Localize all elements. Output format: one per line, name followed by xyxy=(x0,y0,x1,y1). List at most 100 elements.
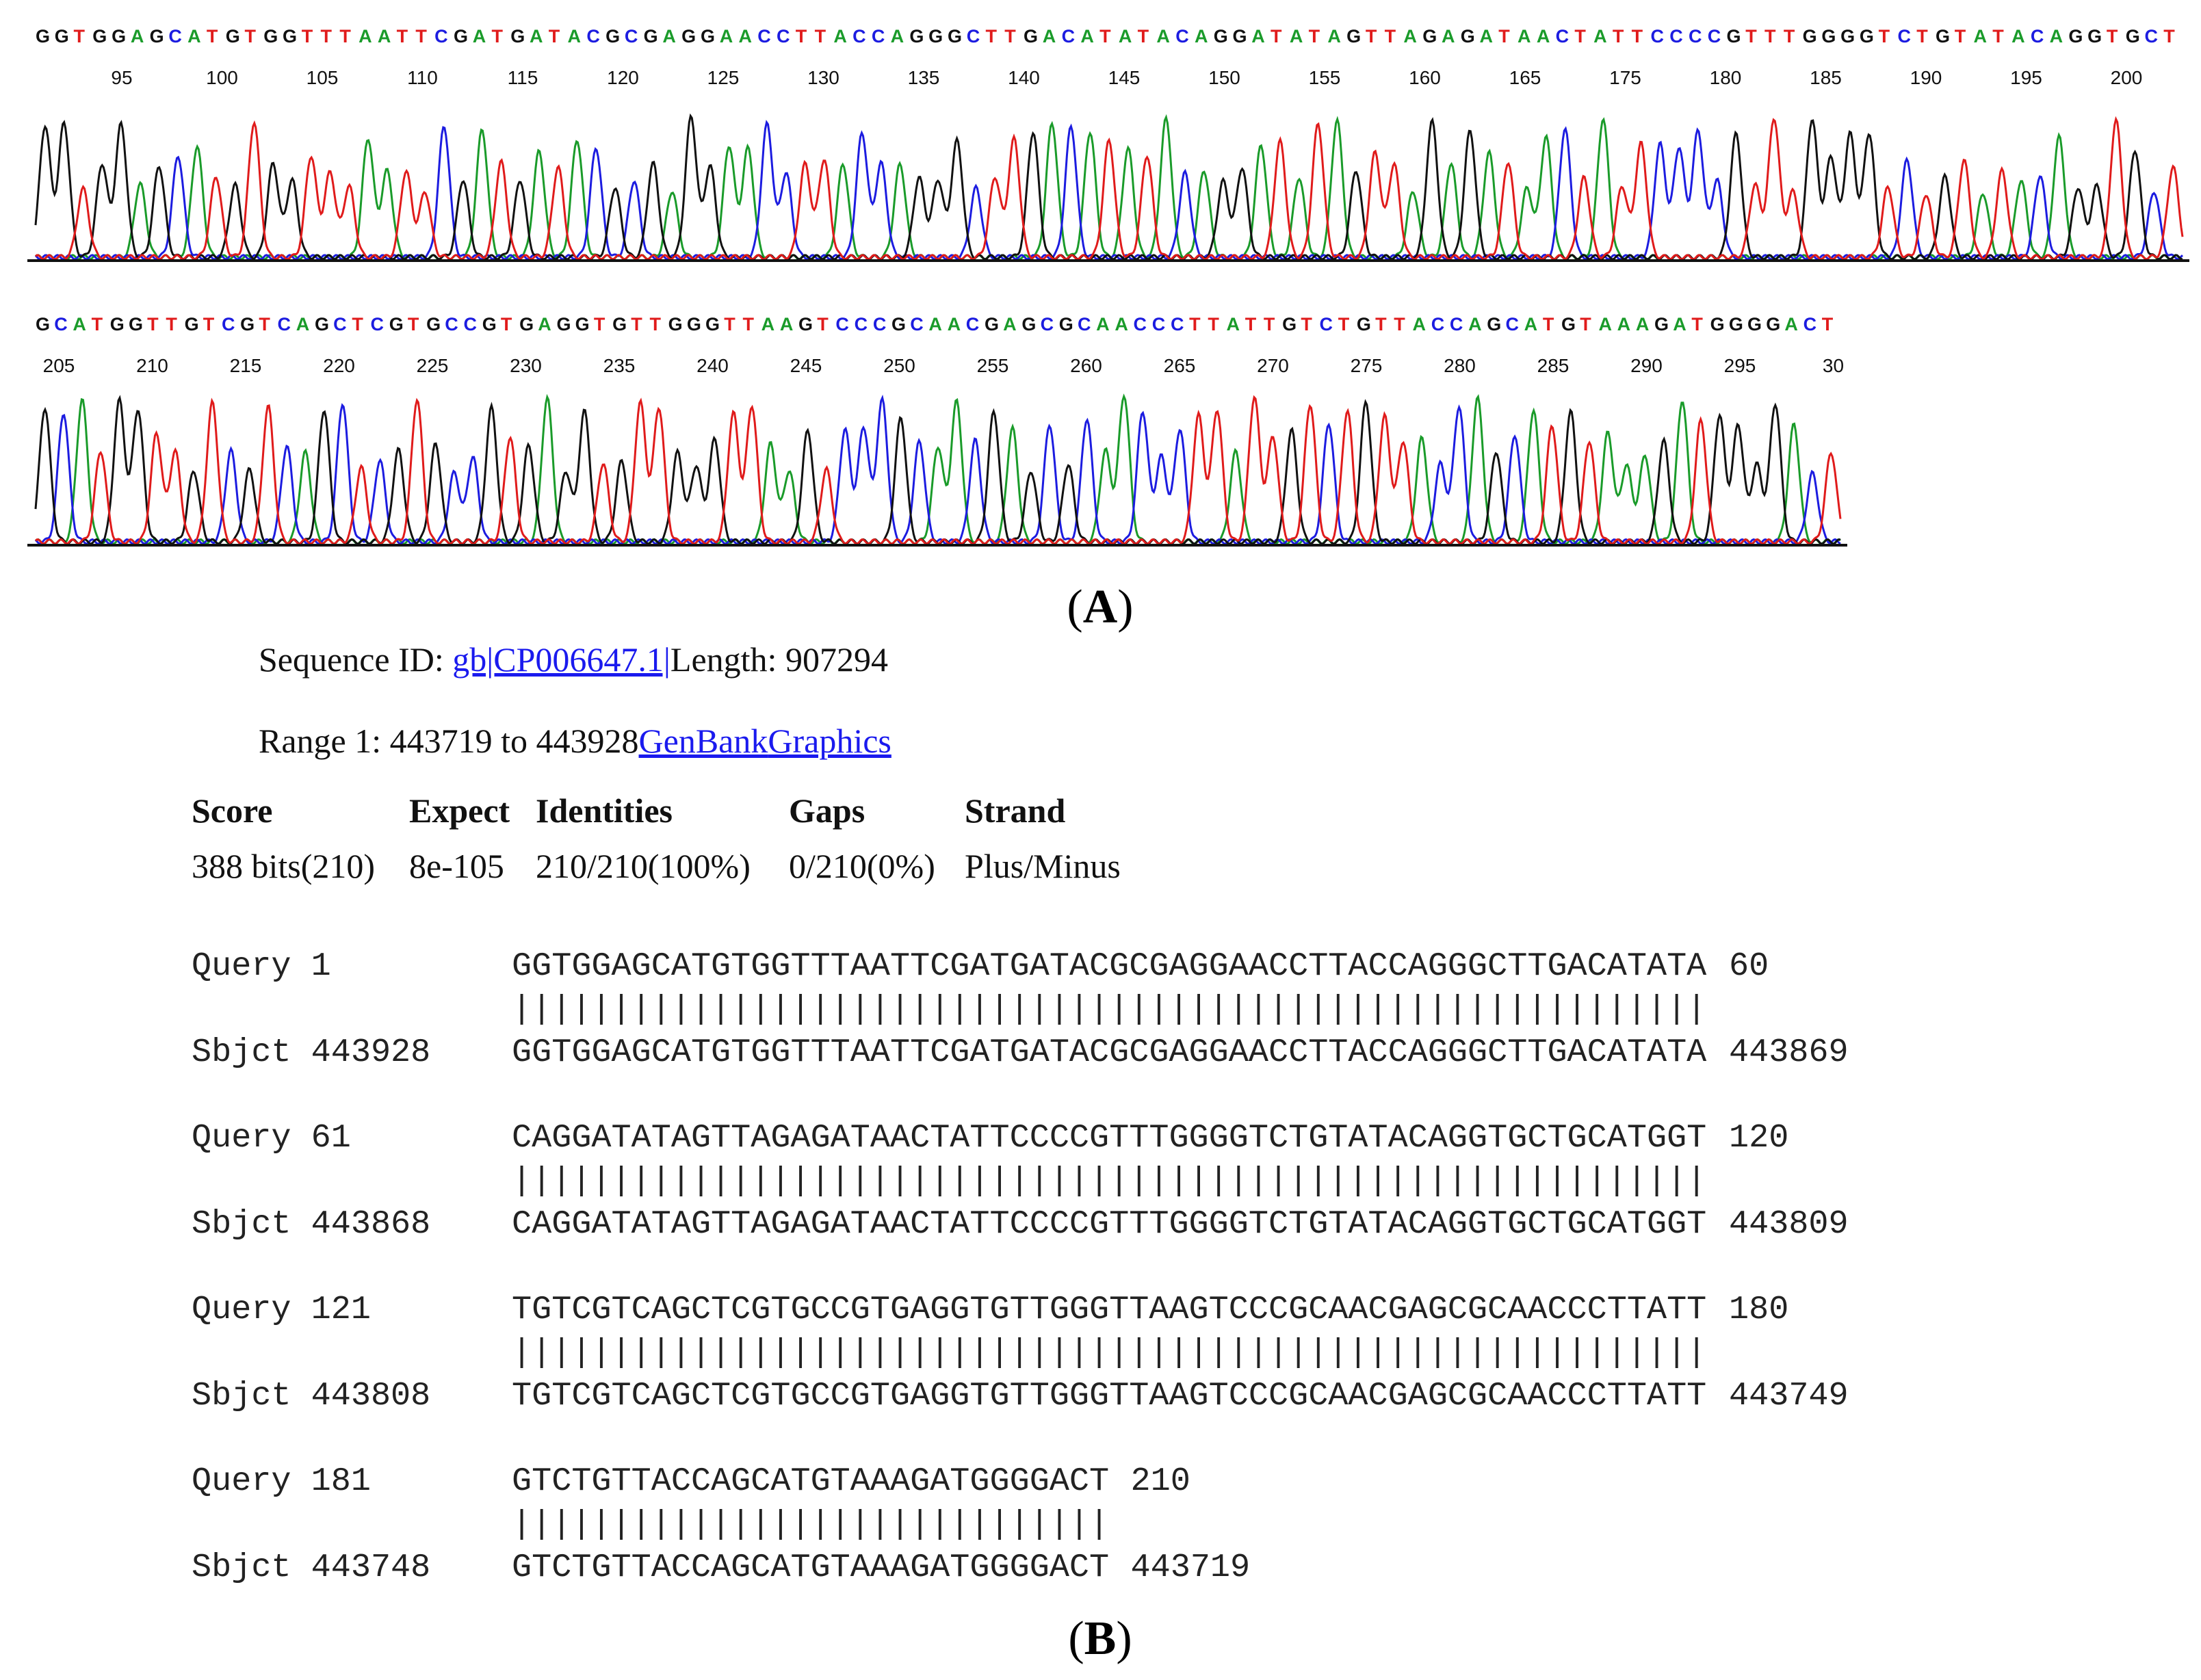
position-tick: 195 xyxy=(2010,67,2042,88)
position-tick: 165 xyxy=(1509,67,1541,88)
base-call-T: T xyxy=(2106,26,2120,47)
base-call-G: G xyxy=(1422,26,1439,47)
sbjct-sequence: CAGGATATAGTTAGAGATAACTATTCCCCGTTTGGGGTCT… xyxy=(512,1205,1707,1243)
base-call-T: T xyxy=(1208,314,1221,334)
base-call-G: G xyxy=(700,26,716,47)
position-tick: 185 xyxy=(1810,67,1842,88)
base-call-T: T xyxy=(259,314,272,334)
base-call-A: A xyxy=(1226,314,1242,334)
sbjct-label: Sbjct 443748 xyxy=(192,1549,431,1586)
position-tick: 245 xyxy=(790,355,822,376)
base-call-G: G xyxy=(668,314,684,334)
base-call-G: G xyxy=(453,26,469,47)
base-call-C: C xyxy=(910,314,925,334)
sbjct-sequence: GTCTGTTACCAGCATGTAAAGATGGGGACT xyxy=(512,1549,1110,1586)
graphics-link[interactable]: Graphics xyxy=(768,722,891,760)
position-tick: 215 xyxy=(229,355,262,376)
base-call-G: G xyxy=(1821,26,1838,47)
base-call-T: T xyxy=(1338,314,1351,334)
base-call-G: G xyxy=(1728,314,1745,334)
header-identities: Identities xyxy=(536,791,673,830)
base-call-C: C xyxy=(2144,26,2159,47)
position-tick: 95 xyxy=(111,67,133,88)
base-call-A: A xyxy=(1524,314,1539,334)
sbjct-end: 443869 xyxy=(1729,1034,1849,1071)
base-call-G: G xyxy=(1561,314,1578,334)
base-call-G: G xyxy=(798,314,815,334)
position-tick: 175 xyxy=(1609,67,1641,88)
position-tick: 290 xyxy=(1630,355,1663,376)
base-call-T: T xyxy=(73,26,87,47)
base-call-T: T xyxy=(2163,26,2176,47)
base-call-G: G xyxy=(891,314,908,334)
base-call-C: C xyxy=(1897,26,1912,47)
position-tick: 265 xyxy=(1163,355,1196,376)
base-call-A: A xyxy=(187,26,203,47)
position-tick: 105 xyxy=(306,67,339,88)
position-tick: 295 xyxy=(1723,355,1756,376)
value-identities: 210/210(100%) xyxy=(536,847,751,885)
sbjct-label: Sbjct 443868 xyxy=(192,1205,431,1243)
base-call-T: T xyxy=(724,314,737,334)
base-call-T: T xyxy=(1764,26,1777,47)
length-text: Length: 907294 xyxy=(670,640,888,679)
base-call-G: G xyxy=(909,26,926,47)
base-call-A: A xyxy=(1156,26,1171,47)
base-call-A: A xyxy=(472,26,488,47)
base-call-G: G xyxy=(984,314,1000,334)
position-tick: 160 xyxy=(1409,67,1441,88)
base-call-G: G xyxy=(1726,26,1743,47)
base-call-T: T xyxy=(1384,26,1398,47)
value-strand: Plus/Minus xyxy=(965,847,1121,885)
base-call-C: C xyxy=(221,314,237,334)
base-call-T: T xyxy=(985,26,998,47)
base-call-C: C xyxy=(277,314,293,334)
sequence-id-link[interactable]: gb|CP006647.1| xyxy=(452,640,670,679)
base-call-C: C xyxy=(1319,314,1334,334)
genbank-link[interactable]: GenBank xyxy=(638,722,768,760)
position-tick: 280 xyxy=(1444,355,1476,376)
base-call-G: G xyxy=(283,26,299,47)
match-bars: ||||||||||||||||||||||||||||||||||||||||… xyxy=(512,1334,1707,1371)
base-call-T: T xyxy=(500,314,514,334)
base-call-A: A xyxy=(73,314,88,334)
base-call-G: G xyxy=(1710,314,1726,334)
base-call-A: A xyxy=(1403,26,1418,47)
base-call-G: G xyxy=(510,26,527,47)
sbjct-end: 443809 xyxy=(1729,1205,1849,1243)
base-call-T: T xyxy=(1580,314,1593,334)
base-call-G: G xyxy=(109,314,126,334)
position-ticks-2: 205 210 215 220 225 230 235 240 245 250 255 260 265 2… xyxy=(27,355,1847,382)
sbjct-label: Sbjct 443928 xyxy=(192,1034,431,1071)
base-call-C: C xyxy=(966,26,982,47)
base-call-T: T xyxy=(1916,26,1929,47)
base-call-G: G xyxy=(1487,314,1503,334)
base-call-G: G xyxy=(2087,26,2104,47)
base-call-G: G xyxy=(225,26,242,47)
base-call-G: G xyxy=(1356,314,1372,334)
position-tick: 205 xyxy=(42,355,75,376)
base-call-C: C xyxy=(965,314,981,334)
query-end: 180 xyxy=(1729,1291,1789,1328)
peak-plot-2 xyxy=(27,393,1847,547)
base-call-G: G xyxy=(1766,314,1782,334)
position-tick: 140 xyxy=(1008,67,1040,88)
sbjct-end: 443719 xyxy=(1130,1549,1251,1586)
base-call-T: T xyxy=(1954,26,1968,47)
sequence-id-prefix: Sequence ID: xyxy=(259,640,453,679)
position-tick: 235 xyxy=(603,355,636,376)
base-call-G: G xyxy=(36,314,52,334)
base-call-G: G xyxy=(128,314,144,334)
base-call-G: G xyxy=(482,314,498,334)
base-call-C: C xyxy=(586,26,601,47)
base-call-G: G xyxy=(263,26,280,47)
base-call-G: G xyxy=(1282,314,1299,334)
base-call-A: A xyxy=(1635,314,1651,334)
base-call-G: G xyxy=(1021,314,1038,334)
sequence-id-line: Sequence ID: gb|CP006647.1|Length: 90729… xyxy=(259,640,888,679)
position-tick: 115 xyxy=(507,67,538,88)
base-call-T: T xyxy=(1542,314,1556,334)
base-call-T: T xyxy=(206,26,220,47)
base-call-C: C xyxy=(370,314,386,334)
